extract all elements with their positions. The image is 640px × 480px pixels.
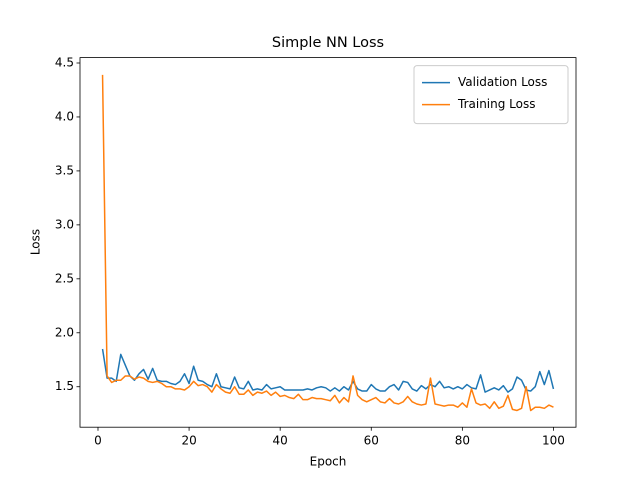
y-tick-label: 2.0	[55, 325, 74, 339]
line-series	[101, 348, 555, 393]
legend-label: Training Loss	[457, 97, 535, 111]
y-tick-label: 1.5	[55, 379, 74, 393]
y-tick-label: 4.5	[55, 55, 74, 69]
chart-title: Simple NN Loss	[272, 35, 384, 51]
x-tick-label: 100	[542, 434, 565, 448]
x-axis-label: Epoch	[310, 455, 347, 469]
x-tick-label: 0	[94, 434, 102, 448]
legend-label: Validation Loss	[458, 75, 547, 89]
x-tick-label: 20	[181, 434, 196, 448]
x-tick-label: 60	[364, 434, 379, 448]
y-tick-label: 3.0	[55, 217, 74, 231]
line-series	[101, 74, 554, 412]
x-tick-label: 80	[455, 434, 470, 448]
y-tick-label: 2.5	[55, 271, 74, 285]
axes-frame	[79, 57, 577, 428]
y-tick-label: 3.5	[55, 163, 74, 177]
legend-box	[413, 65, 569, 125]
y-tick-label: 4.0	[55, 109, 74, 123]
x-tick-label: 40	[273, 434, 288, 448]
y-axis-label: Loss	[29, 229, 43, 255]
